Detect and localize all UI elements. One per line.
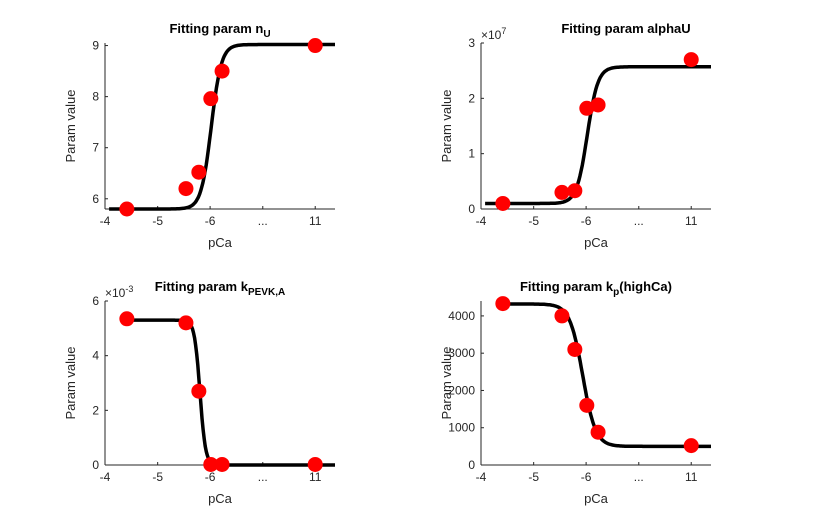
data-point xyxy=(203,456,219,472)
y-tick-label: 1000 xyxy=(448,421,475,435)
data-point xyxy=(590,97,606,113)
chart-title-suffix: (highCa) xyxy=(619,279,672,294)
chart-title-subscript: U xyxy=(263,29,270,40)
x-tick-label: -4 xyxy=(100,214,111,228)
x-tick-label: ... xyxy=(634,214,644,228)
data-point xyxy=(579,397,595,413)
y-exponent-base: ×10 xyxy=(105,286,126,300)
y-exponent-power: 7 xyxy=(501,26,506,36)
chart-panel-1: -4 -5 -6... 11 6 7 8 9 pCa Param value Fitting par… xyxy=(63,21,336,250)
x-tick-label: -5 xyxy=(528,470,539,484)
chart-title-main: Fitting param k xyxy=(155,279,249,294)
y-tick-label: 0 xyxy=(468,202,475,216)
x-axis-label: pCa xyxy=(584,491,609,506)
chart-title: Fitting param nU xyxy=(169,21,270,40)
data-point xyxy=(590,424,606,440)
chart-panel-4: -4 -5 -6... 11 0 1000 2000 3000 4000 pCa Param val… xyxy=(439,279,712,506)
x-tick-label: ... xyxy=(258,214,268,228)
fit-curve-line xyxy=(497,302,712,449)
x-tick-label: ... xyxy=(634,470,644,484)
y-axis-label: Param value xyxy=(63,347,78,420)
data-point xyxy=(191,164,207,180)
x-tick-label: -4 xyxy=(100,470,111,484)
data-point xyxy=(554,308,570,324)
y-tick-label: 2000 xyxy=(448,383,475,397)
data-point xyxy=(495,296,511,312)
chart-title: Fitting param alphaU xyxy=(561,21,690,36)
x-tick-label: -6 xyxy=(581,214,592,228)
y-tick-label: 7 xyxy=(92,141,99,155)
y-tick-label: 0 xyxy=(92,458,99,472)
data-point xyxy=(307,38,323,54)
x-tick-label: -5 xyxy=(528,214,539,228)
data-point xyxy=(495,195,511,211)
fit-curve-line xyxy=(484,65,712,206)
chart-title: Fitting param kPEVK,A xyxy=(155,279,285,298)
data-point xyxy=(214,63,230,79)
data-point xyxy=(203,91,219,107)
data-point xyxy=(554,184,570,200)
data-point xyxy=(119,311,135,327)
x-tick-label: ... xyxy=(258,470,268,484)
fit-curve-line xyxy=(108,42,336,211)
chart-title-main: Fitting param n xyxy=(169,21,263,36)
y-tick-label: 6 xyxy=(92,192,99,206)
chart-title: Fitting param kp(highCa) xyxy=(520,279,672,298)
chart-title-subscript: p xyxy=(613,287,619,298)
x-axis-label: pCa xyxy=(208,235,233,250)
y-tick-label: 2 xyxy=(468,91,475,105)
chart-panel-3: -4 -5 -6... 11 0 2 4 6 ×10-3 pCa Param value Fittin… xyxy=(63,279,336,506)
y-exponent-power: -3 xyxy=(125,284,133,294)
data-point xyxy=(119,201,135,217)
y-tick-label: 4000 xyxy=(448,309,475,323)
y-tick-label: 6 xyxy=(92,294,99,308)
x-tick-label: -5 xyxy=(152,214,163,228)
data-point xyxy=(567,341,583,357)
data-point xyxy=(178,315,194,331)
y-tick-label: 0 xyxy=(468,458,475,472)
x-tick-label: -4 xyxy=(476,214,487,228)
y-tick-label: 1 xyxy=(468,147,475,161)
y-exponent-label: ×10-3 xyxy=(105,284,133,300)
chart-panel-2: -4 -5 -6... 11 0 1 2 3 ×107 pCa Param value Fitting… xyxy=(439,21,712,250)
chart-title-subscript: PEVK,A xyxy=(248,287,285,298)
data-point xyxy=(307,456,323,472)
y-tick-label: 2 xyxy=(92,403,99,417)
x-tick-label: -4 xyxy=(476,470,487,484)
y-tick-label: 3000 xyxy=(448,346,475,360)
y-axis-label: Param value xyxy=(439,90,454,163)
y-tick-label: 9 xyxy=(92,39,99,53)
x-tick-label: -6 xyxy=(205,470,216,484)
y-tick-label: 3 xyxy=(468,36,475,50)
y-axis-label: Param value xyxy=(439,347,454,420)
data-point xyxy=(178,181,194,197)
data-point xyxy=(191,383,207,399)
x-axis-label: pCa xyxy=(208,491,233,506)
data-point xyxy=(567,183,583,199)
y-tick-label: 4 xyxy=(92,349,99,363)
fit-curve-line xyxy=(121,318,336,467)
y-axis-label: Param value xyxy=(63,90,78,163)
x-tick-label: 11 xyxy=(685,470,698,484)
y-tick-label: 8 xyxy=(92,90,99,104)
x-axis-label: pCa xyxy=(584,235,609,250)
x-tick-label: -6 xyxy=(205,214,216,228)
x-tick-label: 11 xyxy=(685,214,698,228)
y-exponent-base: ×10 xyxy=(481,28,502,42)
data-point xyxy=(683,52,699,68)
chart-title-main: Fitting param alphaU xyxy=(561,21,690,36)
x-tick-label: -6 xyxy=(581,470,592,484)
data-point xyxy=(579,100,595,116)
data-point xyxy=(214,456,230,472)
x-tick-label: 11 xyxy=(309,214,322,228)
data-point xyxy=(683,438,699,454)
x-tick-label: -5 xyxy=(152,470,163,484)
y-exponent-label: ×107 xyxy=(481,26,506,42)
x-tick-label: 11 xyxy=(309,470,322,484)
chart-title-main: Fitting param k xyxy=(520,279,614,294)
